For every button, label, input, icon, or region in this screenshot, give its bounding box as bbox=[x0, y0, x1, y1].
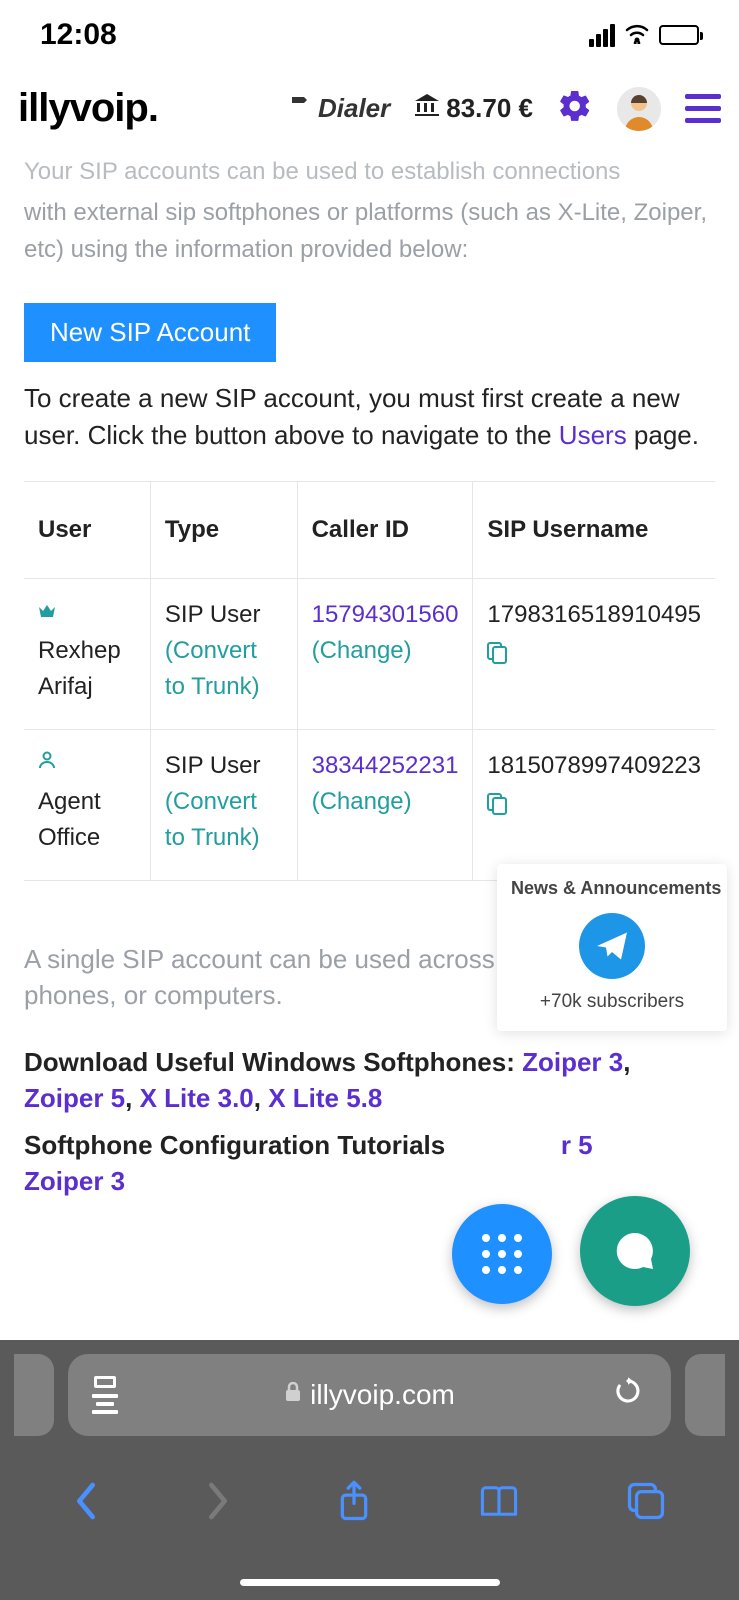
tutorial-link[interactable]: Zoiper 3 bbox=[24, 1166, 125, 1196]
status-bar: 12:08 bbox=[0, 0, 739, 62]
brand-logo[interactable]: illyvoip. bbox=[18, 86, 158, 131]
sip-accounts-table: User Type Caller ID SIP Username Rexhep … bbox=[24, 481, 715, 881]
menu-button[interactable] bbox=[685, 94, 721, 123]
crown-icon bbox=[38, 597, 136, 627]
caller-id-value: 38344252231 bbox=[312, 752, 459, 779]
col-type: Type bbox=[150, 481, 297, 578]
tabs-button[interactable] bbox=[626, 1481, 666, 1526]
intro-line-2: with external sip softphones or platform… bbox=[24, 190, 715, 268]
cellular-icon bbox=[589, 24, 615, 47]
balance-display[interactable]: 83.70 € bbox=[414, 93, 533, 124]
dialpad-icon bbox=[482, 1234, 522, 1274]
col-user: User bbox=[24, 481, 150, 578]
caller-id-value: 15794301560 bbox=[312, 601, 459, 628]
dialer-link[interactable]: Dialer bbox=[286, 92, 390, 125]
new-sip-account-button[interactable]: New SIP Account bbox=[24, 303, 276, 362]
dialpad-fab[interactable] bbox=[452, 1204, 552, 1304]
tutorial-link[interactable]: r 5 bbox=[561, 1130, 593, 1160]
reload-icon[interactable] bbox=[613, 1376, 643, 1414]
copy-icon[interactable] bbox=[487, 790, 507, 826]
chat-icon bbox=[611, 1227, 659, 1275]
avatar-button[interactable] bbox=[617, 87, 661, 131]
browser-toolbar bbox=[0, 1450, 739, 1537]
col-caller-id: Caller ID bbox=[297, 481, 473, 578]
app-header: illyvoip. Dialer 83.70 € bbox=[0, 62, 739, 155]
next-tab-peek[interactable] bbox=[685, 1354, 725, 1436]
share-button[interactable] bbox=[337, 1480, 371, 1527]
battery-icon bbox=[659, 25, 699, 45]
news-panel[interactable]: News & Announcements +70k subscribers bbox=[497, 864, 727, 1031]
url-domain: illyvoip.com bbox=[310, 1379, 455, 1411]
subscriber-count: +70k subscribers bbox=[511, 991, 713, 1013]
sip-username-value: 1815078997409223 bbox=[487, 752, 701, 779]
create-hint: To create a new SIP account, you must fi… bbox=[24, 380, 715, 455]
download-link[interactable]: Zoiper 3 bbox=[522, 1047, 623, 1077]
user-name: Rexhep Arifaj bbox=[38, 637, 121, 700]
download-link[interactable]: Zoiper 5 bbox=[24, 1083, 125, 1113]
table-row: Agent Office SIP User (Convert to Trunk)… bbox=[24, 729, 715, 880]
users-link[interactable]: Users bbox=[559, 420, 627, 450]
home-indicator[interactable] bbox=[240, 1579, 500, 1586]
bookmarks-button[interactable] bbox=[478, 1483, 520, 1524]
user-name: Agent Office bbox=[38, 788, 101, 851]
status-indicators bbox=[589, 18, 699, 52]
convert-to-trunk-link[interactable]: (Convert to Trunk) bbox=[165, 637, 260, 700]
change-caller-id-link[interactable]: (Change) bbox=[312, 637, 412, 664]
change-caller-id-link[interactable]: (Change) bbox=[312, 788, 412, 815]
convert-to-trunk-link[interactable]: (Convert to Trunk) bbox=[165, 788, 260, 851]
chat-fab[interactable] bbox=[580, 1196, 690, 1306]
download-link[interactable]: X Lite 3.0 bbox=[140, 1083, 254, 1113]
col-sip-username: SIP Username bbox=[473, 481, 715, 578]
wifi-icon bbox=[623, 18, 651, 52]
browser-chrome: illyvoip.com bbox=[0, 1340, 739, 1600]
status-time: 12:08 bbox=[40, 18, 117, 52]
signpost-icon bbox=[286, 92, 310, 125]
intro-line-1: Your SIP accounts can be used to establi… bbox=[24, 149, 715, 190]
type-label: SIP User bbox=[165, 601, 261, 628]
settings-button[interactable] bbox=[557, 88, 593, 129]
tutorials-section: Softphone Configuration Tutorials r 5 Zo… bbox=[24, 1127, 715, 1200]
page-settings-icon[interactable] bbox=[92, 1376, 118, 1414]
telegram-icon[interactable] bbox=[579, 913, 645, 979]
table-header-row: User Type Caller ID SIP Username bbox=[24, 481, 715, 578]
dialer-label: Dialer bbox=[318, 93, 390, 124]
address-bar[interactable]: illyvoip.com bbox=[68, 1354, 671, 1436]
table-row: Rexhep Arifaj SIP User (Convert to Trunk… bbox=[24, 578, 715, 729]
news-title: News & Announcements bbox=[511, 878, 713, 899]
sip-username-value: 1798316518910495 bbox=[487, 601, 701, 628]
back-button[interactable] bbox=[73, 1481, 99, 1526]
downloads-section: Download Useful Windows Softphones: Zoip… bbox=[24, 1044, 715, 1117]
bank-icon bbox=[414, 93, 440, 124]
lock-icon bbox=[284, 1382, 302, 1408]
forward-button[interactable] bbox=[205, 1481, 231, 1526]
person-icon bbox=[38, 748, 136, 778]
type-label: SIP User bbox=[165, 752, 261, 779]
prev-tab-peek[interactable] bbox=[14, 1354, 54, 1436]
copy-icon[interactable] bbox=[487, 639, 507, 675]
balance-amount: 83.70 € bbox=[446, 93, 533, 124]
main-content: Your SIP accounts can be used to establi… bbox=[0, 149, 739, 1199]
download-link[interactable]: X Lite 5.8 bbox=[268, 1083, 382, 1113]
